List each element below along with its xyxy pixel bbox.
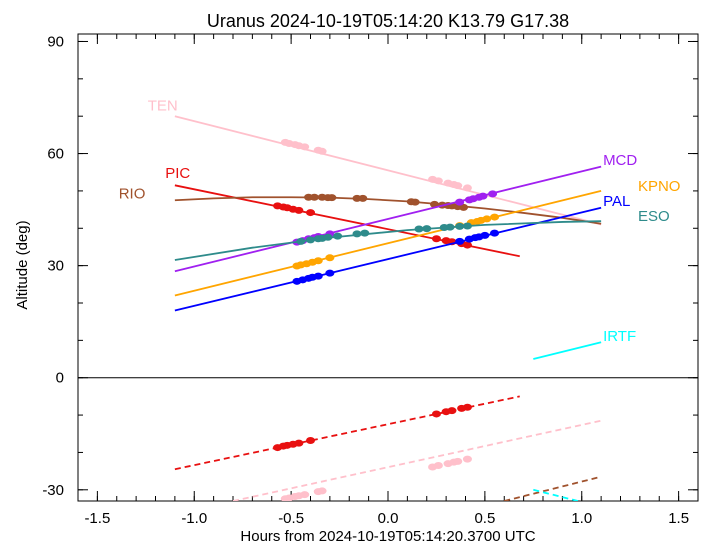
x-tick-label: -1.5 [84, 510, 110, 527]
obs-point-eso [306, 236, 315, 244]
series-label-pal: PAL [603, 193, 630, 210]
obs-point-pic [447, 407, 457, 415]
obs-point-eso [296, 237, 306, 245]
obs-point-mcd [455, 198, 465, 206]
obs-point-ten [453, 457, 463, 465]
series-line-ten [174, 115, 602, 226]
obs-point-rio [358, 194, 368, 202]
series-label-rio: RIO [119, 185, 146, 202]
series-line-rio [174, 196, 602, 225]
obs-point-rio [410, 198, 420, 206]
obs-point-ten [300, 143, 310, 151]
obs-point-eso [360, 229, 370, 237]
x-axis-label: Hours from 2024-10-19T05:14:20.3700 UTC [240, 528, 535, 545]
x-tick-label: 0.0 [378, 510, 399, 527]
series-line-eso [174, 220, 602, 261]
x-tick-label: 1.5 [668, 510, 689, 527]
obs-point-rio [459, 203, 469, 211]
obs-point-kpno [313, 257, 323, 265]
obs-point-pal [490, 229, 500, 237]
series-line-mcd [174, 165, 602, 273]
obs-point-kpno [490, 213, 500, 221]
series-label-kpno: KPNO [638, 178, 681, 195]
series-label-ten: TEN [148, 98, 178, 115]
plot-area: -1.5 -1.0 -0.5 0.0 0.5 1.0 1.5 -30 0 30 60 90 TEN PIC… [42, 33, 699, 527]
obs-point-pic [306, 209, 315, 217]
y-tick-label: 60 [47, 146, 64, 163]
obs-point-eso [445, 223, 455, 231]
series-line-irtf [533, 341, 602, 360]
obs-point-eso [323, 233, 333, 241]
obs-point-ten [462, 455, 472, 463]
obs-point-eso [333, 232, 343, 240]
obs-point-pic [462, 403, 472, 411]
obs-point-ten [317, 147, 327, 155]
obs-point-pic [431, 235, 441, 243]
series-label-irtf: IRTF [603, 328, 636, 345]
obs-point-pic [294, 439, 304, 447]
obs-point-pal [480, 231, 490, 239]
obs-point-ten [317, 487, 327, 495]
obs-point-eso [462, 222, 472, 230]
obs-point-ten [433, 462, 443, 470]
series-line-kpno [174, 190, 602, 297]
obs-point-pic [431, 410, 441, 418]
obs-point-pal [455, 237, 465, 245]
series-below-horizon-rio [504, 475, 602, 501]
obs-point-pic [462, 241, 472, 249]
obs-point-ten [453, 182, 463, 190]
obs-point-eso [422, 225, 432, 233]
y-tick-label: 90 [47, 33, 64, 50]
y-tick-label: 30 [47, 258, 64, 275]
series-line-pal [174, 206, 602, 312]
obs-point-ten [462, 184, 472, 192]
obs-point-eso [352, 230, 362, 238]
obs-point-eso [455, 222, 465, 230]
x-tick-label: -0.5 [278, 510, 304, 527]
chart-title: Uranus 2024-10-19T05:14:20 K13.79 G17.38 [207, 11, 569, 31]
obs-point-ten [433, 177, 443, 185]
series-label-mcd: MCD [603, 152, 637, 169]
obs-point-kpno [325, 254, 335, 262]
obs-point-kpno [482, 215, 492, 223]
series-below-horizon-ten [232, 419, 602, 501]
obs-point-pal [313, 272, 323, 280]
obs-point-mcd [478, 192, 488, 200]
obs-point-pic [294, 206, 304, 214]
obs-point-eso [414, 225, 424, 233]
obs-point-ten [300, 491, 310, 499]
x-tick-label: 0.5 [474, 510, 495, 527]
series-label-eso: ESO [638, 208, 670, 225]
x-tick-label: -1.0 [181, 510, 207, 527]
y-axis-label: Altitude (deg) [14, 220, 31, 309]
y-tick-label: -30 [42, 482, 64, 499]
obs-point-mcd [488, 190, 498, 198]
series-label-pic: PIC [165, 165, 190, 182]
series-below-horizon-irtf [533, 488, 579, 501]
obs-point-pal [325, 269, 335, 277]
obs-point-pic [306, 436, 315, 444]
x-tick-label: 1.0 [571, 510, 592, 527]
y-tick-label: 0 [56, 370, 64, 387]
obs-point-rio [327, 194, 337, 202]
obs-point-rio [309, 193, 319, 201]
